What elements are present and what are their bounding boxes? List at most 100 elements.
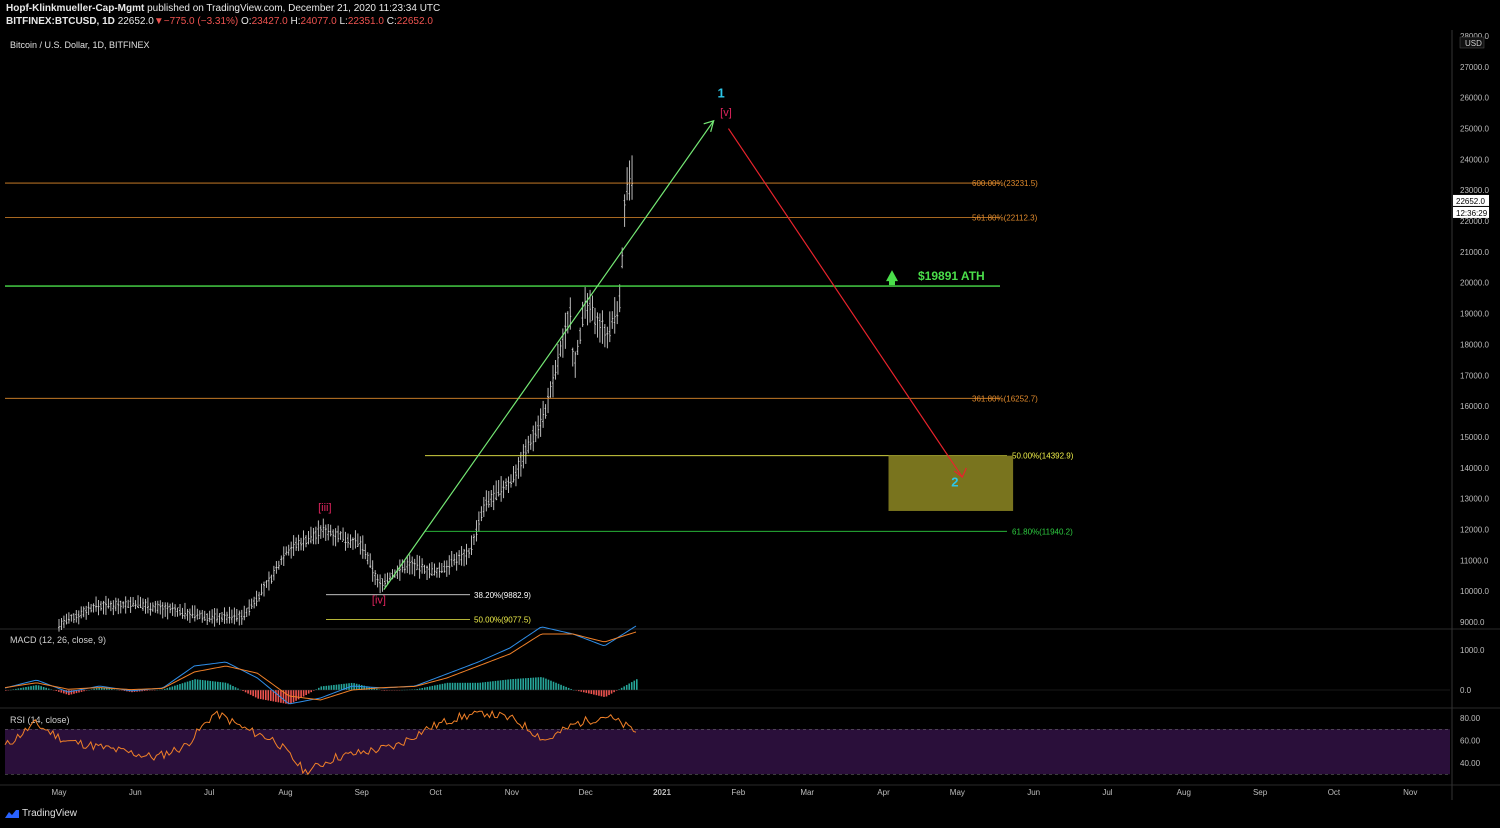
- macd-histogram-bar: [27, 686, 30, 690]
- ohlc-bar: [423, 564, 426, 574]
- macd-histogram-bar: [608, 690, 610, 696]
- ohlc-bar: [544, 404, 547, 419]
- macd-histogram-bar: [138, 690, 141, 692]
- x-tick-label: Oct: [1328, 788, 1341, 797]
- ohlc-bar: [225, 611, 228, 624]
- macd-histogram-bar: [287, 690, 290, 705]
- change-value: −775.0 (−3.31%): [163, 16, 239, 27]
- ohlc-bar: [450, 550, 453, 567]
- macd-histogram-bar: [512, 679, 514, 690]
- macd-histogram-bar: [588, 690, 590, 694]
- ohlc-bar: [448, 555, 451, 575]
- x-tick-label: Feb: [731, 788, 745, 797]
- fib-level-label: 361.80%(16252.7): [972, 394, 1038, 403]
- macd-histogram-bar: [454, 682, 456, 690]
- ohlc-bar: [275, 561, 278, 574]
- macd-histogram-bar: [22, 687, 25, 690]
- macd-histogram-bar: [136, 690, 138, 692]
- macd-histogram-bar: [613, 690, 615, 693]
- ohlc-bar: [514, 464, 517, 487]
- macd-histogram-bar: [73, 690, 75, 694]
- macd-histogram-bar: [363, 685, 366, 690]
- ohlc-bar: [487, 490, 490, 508]
- ohlc-bar: [354, 530, 357, 549]
- ohlc-bar: [82, 606, 85, 618]
- ohlc-bar: [403, 560, 406, 574]
- ohlc-bar: [107, 598, 110, 609]
- publisher-name[interactable]: Hopf-Klinkmueller-Cap-Mgmt: [6, 3, 145, 14]
- macd-histogram-bar: [184, 682, 186, 690]
- macd-histogram-bar: [537, 677, 540, 690]
- ohlc-bar: [542, 400, 545, 428]
- macd-histogram-bar: [474, 682, 477, 690]
- macd-histogram-bar: [610, 690, 613, 694]
- macd-histogram-bar: [340, 684, 343, 690]
- macd-line: [4, 625, 637, 705]
- ohlc-bar: [77, 610, 80, 625]
- macd-histogram-bar: [482, 682, 484, 690]
- open-label: O:: [241, 16, 252, 27]
- macd-histogram-bar: [224, 682, 227, 690]
- x-tick-label: May: [950, 788, 965, 797]
- chart-canvas[interactable]: 9000.010000.011000.012000.013000.014000.…: [0, 0, 1500, 804]
- macd-histogram-bar: [143, 690, 146, 692]
- ohlc-bar: [70, 614, 73, 622]
- ohlc-bar: [127, 599, 130, 609]
- macd-histogram-bar: [90, 689, 93, 690]
- macd-histogram-bar: [161, 689, 164, 690]
- ohlc-bar: [603, 324, 606, 348]
- ohlc-bar: [309, 526, 312, 544]
- ohlc-bar: [267, 571, 270, 591]
- fib-level-label: 600.00%(23231.5): [972, 179, 1038, 188]
- ohlc-bar: [149, 602, 152, 616]
- macd-histogram-bar: [320, 686, 323, 690]
- macd-histogram-bar: [209, 680, 212, 690]
- ohlc-bar: [623, 194, 626, 227]
- fib-level-label: 50.00%(14392.9): [1012, 452, 1074, 461]
- ohlc-bar: [470, 535, 473, 556]
- ohlc-bar: [606, 326, 609, 349]
- ohlc-bar: [342, 527, 345, 542]
- arrow-head: [953, 467, 967, 478]
- brand-name[interactable]: TradingView: [22, 808, 78, 819]
- fib-level-label: 50.00%(9077.5): [474, 616, 531, 625]
- ohlc-bar: [228, 606, 231, 624]
- x-tick-label: May: [51, 788, 66, 797]
- ohlc-bar: [109, 600, 112, 612]
- rsi-tick-label: 60.00: [1460, 737, 1481, 746]
- ohlc-bar: [60, 617, 63, 631]
- ohlc-bar: [453, 554, 456, 566]
- macd-histogram-bar: [257, 690, 259, 699]
- ohlc-bar: [154, 600, 157, 613]
- down-triangle-icon: ▼: [153, 16, 164, 27]
- ohlc-bar: [455, 552, 458, 571]
- ohlc-bar: [401, 559, 404, 573]
- macd-histogram-bar: [211, 681, 214, 690]
- ohlc-bar: [223, 607, 226, 624]
- macd-histogram-bar: [502, 680, 504, 690]
- ohlc-bar: [579, 327, 582, 344]
- macd-histogram-bar: [323, 686, 325, 690]
- price-tick-label: 23000.0: [1460, 186, 1489, 195]
- ohlc-bar: [559, 340, 562, 357]
- ohlc-bar: [235, 608, 238, 622]
- ohlc-bar: [344, 531, 347, 551]
- ohlc-bar: [233, 607, 236, 625]
- ohlc-bar: [297, 534, 300, 552]
- rsi-band: [5, 729, 1450, 775]
- ohlc-bar: [213, 608, 216, 627]
- ohlc-bar: [547, 387, 550, 414]
- macd-histogram-bar: [524, 678, 527, 690]
- x-tick-label: Oct: [429, 788, 442, 797]
- ohlc-bar: [332, 529, 335, 546]
- macd-histogram-bar: [376, 688, 378, 690]
- macd-histogram-bar: [519, 678, 522, 690]
- ohlc-bar: [337, 525, 340, 543]
- macd-histogram-bar: [83, 690, 85, 692]
- ohlc-bar: [300, 537, 303, 551]
- ohlc-bar: [260, 583, 263, 596]
- macd-histogram-bar: [98, 687, 100, 690]
- ohlc-bar: [95, 596, 98, 612]
- ohlc-bar: [406, 555, 409, 574]
- ohlc-bar: [349, 534, 352, 549]
